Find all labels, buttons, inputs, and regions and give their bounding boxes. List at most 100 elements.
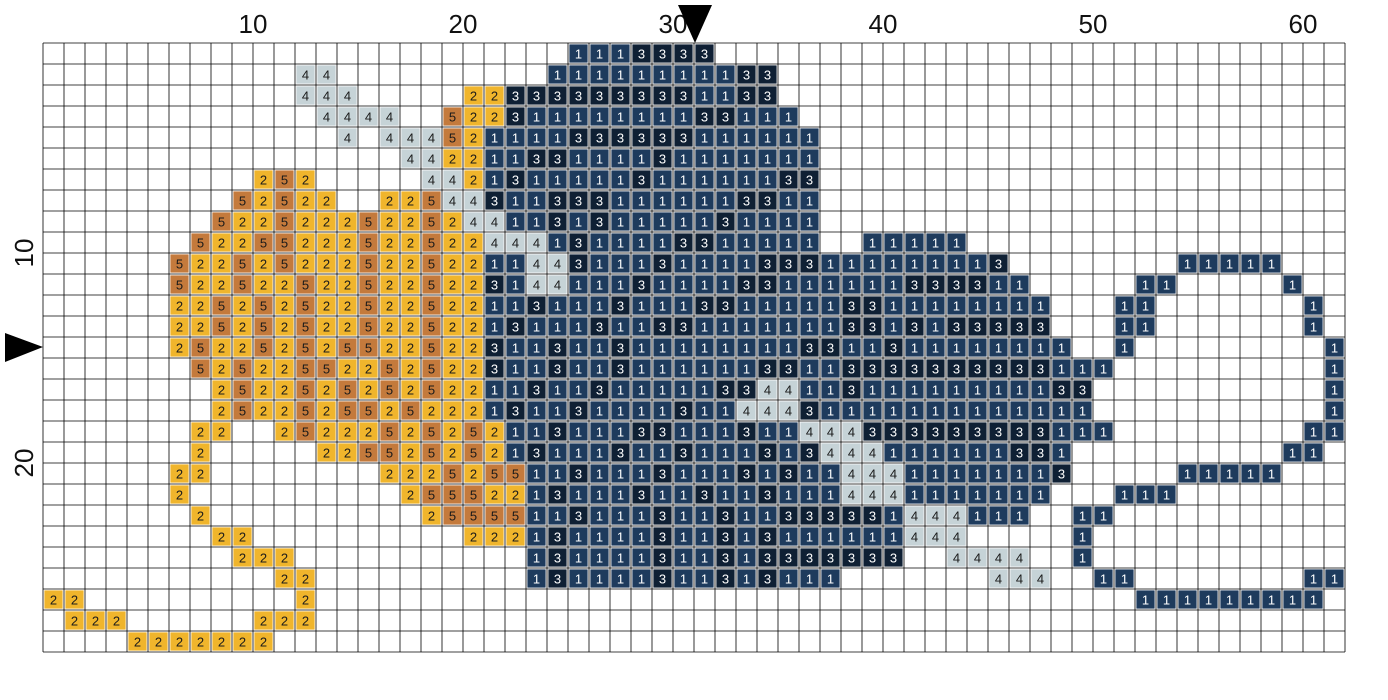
stitch-cell <box>568 295 589 316</box>
stitch-symbol: 2 <box>386 299 393 314</box>
stitch-cell <box>253 232 274 253</box>
stitch-symbol: 2 <box>512 488 519 503</box>
stitch-cell <box>778 232 799 253</box>
stitch-symbol: 3 <box>533 152 540 167</box>
stitch-symbol: 1 <box>869 257 876 272</box>
stitch-symbol: 1 <box>596 257 603 272</box>
stitch-symbol: 4 <box>344 89 351 104</box>
stitch-symbol: 1 <box>785 152 792 167</box>
stitch-cell <box>547 190 568 211</box>
stitch-cell <box>778 274 799 295</box>
stitch-cell <box>505 106 526 127</box>
stitch-cell <box>253 295 274 316</box>
stitch-cell <box>568 127 589 148</box>
stitch-symbol: 1 <box>974 341 981 356</box>
stitch-symbol: 2 <box>281 299 288 314</box>
stitch-symbol: 1 <box>932 236 939 251</box>
stitch-symbol: 2 <box>470 467 477 482</box>
stitch-symbol: 3 <box>638 488 645 503</box>
stitch-symbol: 3 <box>533 446 540 461</box>
stitch-symbol: 1 <box>680 341 687 356</box>
stitch-symbol: 2 <box>302 215 309 230</box>
stitch-symbol: 1 <box>722 467 729 482</box>
stitch-symbol: 5 <box>428 278 435 293</box>
stitch-symbol: 2 <box>302 257 309 272</box>
stitch-symbol: 2 <box>302 194 309 209</box>
stitch-cell <box>274 169 295 190</box>
stitch-symbol: 1 <box>1268 593 1275 608</box>
stitch-cell <box>967 253 988 274</box>
stitch-symbol: 3 <box>953 362 960 377</box>
stitch-cell <box>610 106 631 127</box>
stitch-cell <box>862 400 883 421</box>
stitch-cell <box>820 421 841 442</box>
stitch-symbol: 1 <box>512 341 519 356</box>
stitch-symbol: 1 <box>1163 593 1170 608</box>
stitch-cell <box>736 295 757 316</box>
stitch-symbol: 2 <box>386 257 393 272</box>
stitch-symbol: 4 <box>554 257 561 272</box>
stitch-cell <box>925 526 946 547</box>
stitch-symbol: 3 <box>1016 425 1023 440</box>
stitch-symbol: 5 <box>470 446 477 461</box>
stitch-symbol: 2 <box>407 488 414 503</box>
stitch-cell <box>715 547 736 568</box>
stitch-cell <box>757 253 778 274</box>
stitch-symbol: 4 <box>932 509 939 524</box>
stitch-symbol: 1 <box>1310 299 1317 314</box>
stitch-symbol: 5 <box>407 404 414 419</box>
stitch-symbol: 1 <box>890 383 897 398</box>
stitch-cell <box>253 274 274 295</box>
stitch-symbol: 1 <box>533 404 540 419</box>
stitch-symbol: 5 <box>260 236 267 251</box>
stitch-symbol: 1 <box>722 278 729 293</box>
stitch-cell <box>1303 589 1324 610</box>
stitch-symbol: 2 <box>50 593 57 608</box>
stitch-symbol: 2 <box>344 299 351 314</box>
stitch-symbol: 1 <box>554 320 561 335</box>
stitch-cell <box>673 274 694 295</box>
stitch-cell <box>841 463 862 484</box>
stitch-cell <box>505 253 526 274</box>
stitch-symbol: 1 <box>995 341 1002 356</box>
stitch-cell <box>694 43 715 64</box>
stitch-symbol: 1 <box>911 257 918 272</box>
stitch-symbol: 3 <box>554 530 561 545</box>
stitch-symbol: 1 <box>596 47 603 62</box>
stitch-symbol: 1 <box>995 488 1002 503</box>
stitch-cell <box>967 463 988 484</box>
stitch-symbol: 3 <box>890 341 897 356</box>
stitch-symbol: 1 <box>911 404 918 419</box>
stitch-symbol: 3 <box>911 425 918 440</box>
stitch-symbol: 1 <box>848 278 855 293</box>
stitch-cell <box>904 400 925 421</box>
stitch-symbol: 1 <box>722 173 729 188</box>
stitch-symbol: 3 <box>1016 362 1023 377</box>
stitch-cell <box>589 337 610 358</box>
stitch-cell <box>715 400 736 421</box>
stitch-symbol: 2 <box>386 278 393 293</box>
stitch-cell <box>610 358 631 379</box>
stitch-cell <box>1114 568 1135 589</box>
stitch-symbol: 3 <box>764 551 771 566</box>
stitch-cell <box>190 295 211 316</box>
stitch-cell <box>694 190 715 211</box>
stitch-symbol: 3 <box>764 488 771 503</box>
stitch-cell <box>568 400 589 421</box>
stitch-cell <box>1030 421 1051 442</box>
stitch-cell <box>190 505 211 526</box>
stitch-symbol: 1 <box>1331 383 1338 398</box>
stitch-symbol: 3 <box>638 425 645 440</box>
stitch-cell <box>904 505 925 526</box>
stitch-cell <box>883 526 904 547</box>
stitch-symbol: 2 <box>197 278 204 293</box>
stitch-cell <box>568 64 589 85</box>
stitch-cell <box>505 295 526 316</box>
stitch-symbol: 2 <box>470 152 477 167</box>
stitch-symbol: 4 <box>953 509 960 524</box>
stitch-cell <box>400 316 421 337</box>
stitch-cell <box>379 400 400 421</box>
stitch-symbol: 5 <box>323 362 330 377</box>
stitch-symbol: 1 <box>1226 467 1233 482</box>
stitch-cell <box>568 211 589 232</box>
